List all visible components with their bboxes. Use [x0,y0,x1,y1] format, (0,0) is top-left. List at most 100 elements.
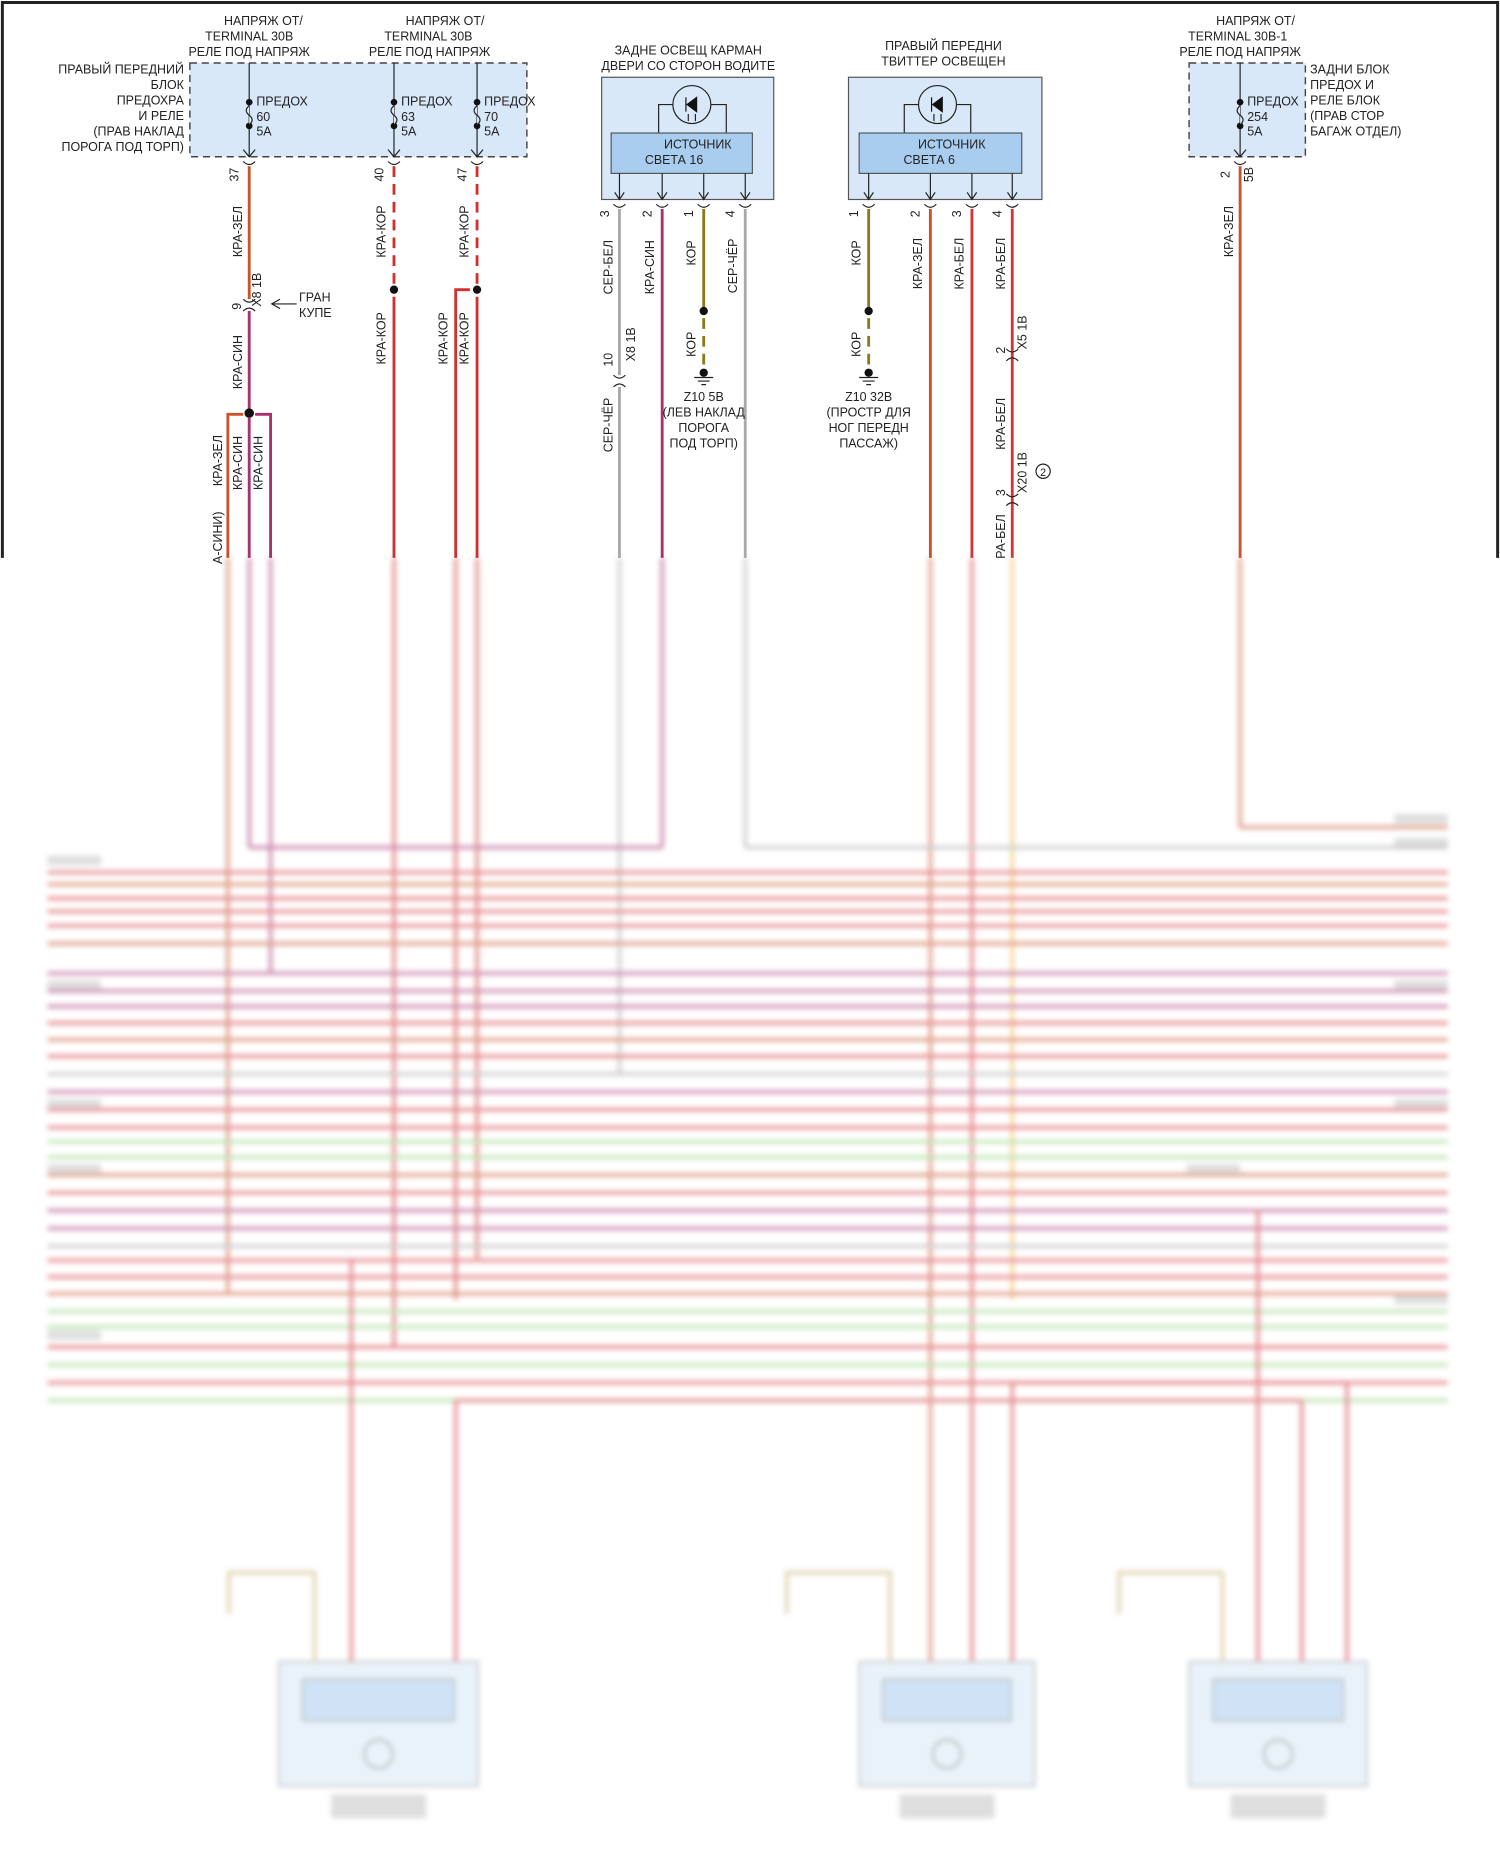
pin-socket-icon [965,203,979,208]
wire-color-label: СЕР-БЕЛ [601,240,615,294]
pin-number: 3 [950,210,964,217]
fuse-terminal [1236,122,1244,130]
wire-color-label: КОР [684,240,698,265]
wire-color-label: КРА-КОР [436,312,450,364]
boundary-label: КУПЕ [299,306,332,320]
note-number: 2 [1040,467,1046,479]
fuse-rating: 5A [484,124,500,138]
pin-socket-icon [1233,161,1247,166]
fuse63-circuit: КРА-КОР КРА-КОР [375,166,399,558]
component-inner-blurred [302,1678,456,1722]
supply-label-line: РЕЛЕ ПОД НАПРЯЖ [1179,45,1301,59]
pin-socket-icon [697,203,711,208]
wire-color-label: КРА-БЕЛ [994,398,1008,450]
supply-label-line: РЕЛЕ ПОД НАПРЯЖ [188,45,310,59]
ground-label: Z10 32B [845,390,892,404]
arrow-icon [698,192,709,201]
arrow-icon [270,298,297,310]
wire-blurred [785,1570,892,1662]
wire-blurred [1117,1570,1225,1662]
wire-color-label: КРА-КОР [458,205,472,257]
wire-color-label: КРА-КОР [375,205,389,257]
connector-x8-symbol [242,298,256,312]
fuse-terminal [1236,98,1244,106]
pin-number: 2 [994,347,1008,354]
connector-x8-symbol [613,374,626,388]
blurred-label [1394,1294,1448,1305]
pin-socket-icon [613,203,626,208]
connector-label: X20 1B [1016,452,1030,493]
boundary-label: ГРАН [299,291,331,305]
arrow-icon [656,192,668,201]
fuse60-circuit: КРА-ЗЕЛ X8 1B 9 ГРАН КУПЕ КРА-СИН КРА-ЗЕ… [211,166,332,564]
pin-number: 3 [994,489,1008,496]
pin-socket-icon [738,203,752,208]
ground-icon [859,368,879,386]
ground-icon [694,368,714,386]
arrow-icon [242,149,256,158]
light-rays-icon [687,114,697,122]
pin-number: 1 [847,210,861,217]
box-name-line: ЗАДНИ БЛОК [1310,63,1390,77]
supply-label-line: TERMINAL 30B [205,29,293,43]
pin-socket-icon [924,203,937,208]
supply-label-2: НАПРЯЖ ОТ/ TERMINAL 30B РЕЛЕ ПОД НАПРЯЖ [369,14,491,59]
arrow-icon [470,149,484,158]
led-icon [1263,1739,1293,1769]
splice-dot [472,285,482,294]
wire-blurred [455,1380,1347,1403]
module-label: ИСТОЧНИК [664,137,732,151]
splice-dot [699,306,708,316]
box-name-line: ПРАВЫЙ ПЕРЕДНИЙ [58,62,184,77]
module-title: ТВИТТЕР ОСВЕЩЕН [881,54,1005,68]
connector-label: X8 1B [250,273,264,307]
arrow-icon [740,192,751,201]
wire-color-label: КОР [684,332,698,357]
wire-color-label: КРА-СИН [231,436,245,490]
fuse-number: 63 [401,110,415,124]
blurred-label [1230,1794,1326,1819]
fuse-icon [245,105,253,126]
blurred-label [47,1330,101,1340]
ground-label: Z10 5B [684,390,724,404]
blurred-label [1394,837,1448,848]
led-icon [932,1739,962,1769]
diode-icon [930,96,943,113]
blurred-label [331,1794,427,1819]
door-pocket-light-module: ЗАДНЕ ОСВЕЩ КАРМАН ДВЕРИ СО СТОРОН ВОДИТ… [598,44,775,558]
arrow-icon [1233,149,1247,158]
led-lead [658,103,727,134]
blurred-label [1186,1164,1241,1174]
connector-label: 5B [1242,167,1256,182]
arrow-icon [863,192,874,201]
arrow-icon [925,192,936,201]
pin-number: 2 [641,210,655,217]
wire-fuse70-branch [454,288,470,558]
box-name-line: (ПРАВ НАКЛАД [93,124,184,138]
ground-label: ПАССАЖ) [839,437,898,451]
box-name-line: И РЕЛЕ [138,109,184,123]
wire-color-label: КРА-ЗЕЛ [911,238,925,289]
fuse-number: 60 [256,110,270,124]
light-source-block [858,132,1023,174]
pin-number: 1 [682,210,696,217]
pin-number: 37 [228,168,242,182]
arrow-icon [387,149,401,158]
box-name-line: ПРЕДОХРА [117,94,185,108]
pin-number: 2 [909,210,923,217]
fuse-number: 70 [484,110,498,124]
pin-number: 4 [991,210,1005,217]
module-title: ДВЕРИ СО СТОРОН ВОДИТЕ [601,59,775,73]
wire-color-label: А-СИНИ) [211,511,225,563]
component-inner-blurred [1212,1678,1344,1722]
wire-color-label: КРА-ЗЕЛ [211,435,225,486]
wire-blurred [227,1570,317,1662]
wire-branch-kra-sin-2 [255,412,272,558]
supply-label-line: НАПРЯЖ ОТ/ [224,14,303,28]
blurred-label [899,1794,995,1819]
rear-fuse-box: НАПРЯЖ ОТ/ TERMINAL 30B-1 РЕЛЕ ПОД НАПРЯ… [1179,14,1401,558]
wire-color-label: КРА-ЗЕЛ [1222,206,1236,257]
pin-number: 47 [455,168,469,182]
